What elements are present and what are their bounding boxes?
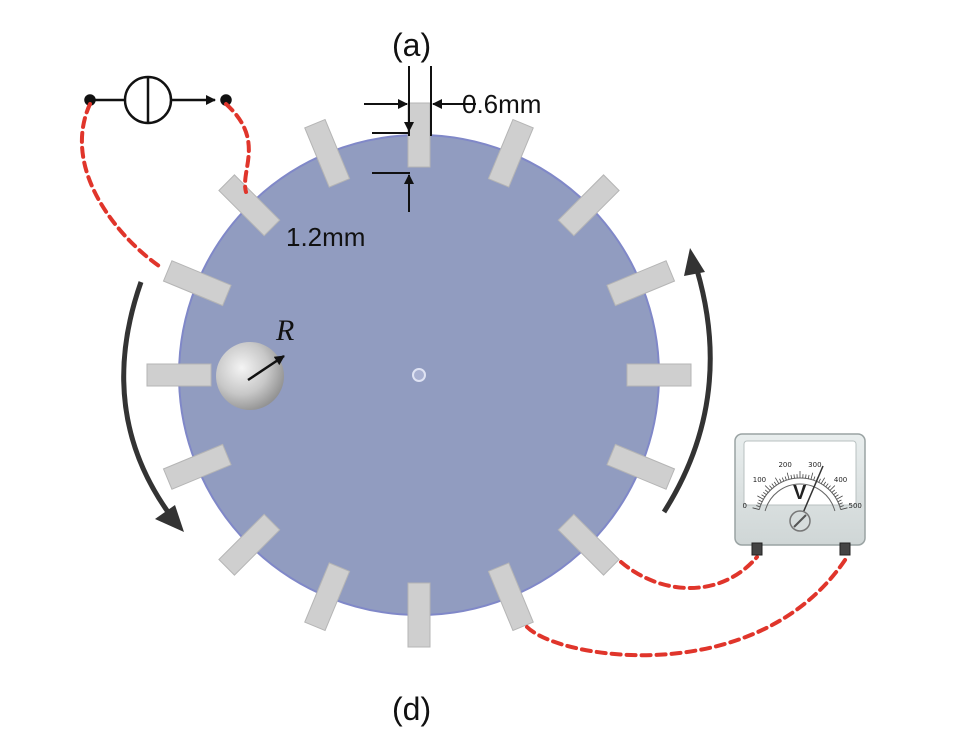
scale-tick xyxy=(825,483,829,488)
scale-tick xyxy=(758,499,763,503)
scale-label: 300 xyxy=(808,461,821,469)
scale-tick xyxy=(764,489,769,493)
scale-tick xyxy=(784,476,787,481)
wire-meter-upper xyxy=(619,555,759,590)
scale-arc xyxy=(764,483,836,512)
length-dimension xyxy=(372,92,414,212)
voltmeter-icon: 0 100 200 300 400 500 V xyxy=(734,433,866,556)
scale-tick xyxy=(813,476,816,481)
electrode-group xyxy=(146,102,692,648)
scale-tick xyxy=(823,481,827,486)
electrode xyxy=(218,513,281,576)
scale-tick xyxy=(786,472,790,480)
wire-meter-lower xyxy=(525,555,849,658)
terminal-left xyxy=(751,542,763,556)
scale-tick xyxy=(763,491,767,495)
wire-source-right xyxy=(224,102,251,194)
electrode xyxy=(487,562,534,632)
scale-tick xyxy=(771,483,775,488)
scale-tick xyxy=(827,485,831,489)
scale-tick xyxy=(840,507,848,510)
scale-tick xyxy=(836,495,843,500)
current-source-icon xyxy=(84,75,232,125)
radius-arrow xyxy=(247,354,285,382)
scale-tick xyxy=(790,474,793,479)
scale-label: 200 xyxy=(778,461,791,469)
length-label: 1.2mm xyxy=(286,222,365,252)
scale-tick xyxy=(831,489,836,493)
scale-label: 500 xyxy=(849,502,862,510)
electrode xyxy=(626,363,692,387)
electrode xyxy=(407,582,431,648)
scale-tick xyxy=(834,494,839,498)
radius-label: R xyxy=(275,314,294,347)
center-hole xyxy=(412,368,426,382)
scale-tick xyxy=(820,477,826,484)
voltmeter-letter: V xyxy=(793,482,807,504)
scale-tick xyxy=(818,478,821,483)
scale-tick xyxy=(756,505,761,508)
electrode xyxy=(304,562,351,632)
electrode xyxy=(606,260,676,307)
scale-tick xyxy=(837,499,842,503)
scale-tick xyxy=(752,507,760,510)
scale-tick xyxy=(773,481,777,486)
scale-label: 400 xyxy=(834,476,847,484)
wires xyxy=(79,102,849,658)
wire-source-left xyxy=(79,102,164,270)
terminal-right xyxy=(839,542,851,556)
scale-tick xyxy=(805,474,807,479)
voltmeter-scale: 0 100 200 300 400 500 xyxy=(743,461,862,512)
electrode xyxy=(162,443,232,490)
electrode xyxy=(146,363,212,387)
scale-tick xyxy=(807,474,810,479)
panel-label-bottom: (d) xyxy=(392,691,431,727)
scale-label: 0 xyxy=(743,502,747,510)
electrode xyxy=(487,118,534,188)
electrode xyxy=(162,260,232,307)
scale-tick xyxy=(774,477,780,484)
electrode xyxy=(218,174,281,237)
width-label: 0.6mm xyxy=(462,89,541,119)
scale-tick xyxy=(779,478,782,483)
scale-tick xyxy=(781,477,785,482)
electrode xyxy=(606,443,676,490)
scale-tick xyxy=(838,502,843,505)
electrode xyxy=(407,102,431,168)
scale-tick xyxy=(833,491,837,495)
scale-tick xyxy=(769,485,773,489)
scale-tick xyxy=(839,505,844,508)
electrode xyxy=(557,513,620,576)
scale-tick xyxy=(761,494,766,498)
scale-arc xyxy=(758,477,842,510)
rotation-arrow-left xyxy=(121,281,184,532)
rotation-arrow-right xyxy=(661,248,713,514)
scale-tick xyxy=(793,474,795,479)
probe-sphere xyxy=(216,342,284,410)
scale-label: 100 xyxy=(753,476,766,484)
scale-tick xyxy=(757,495,764,500)
scale-tick xyxy=(757,502,762,505)
scale-tick xyxy=(810,472,814,480)
panel-label-top: (a) xyxy=(392,27,431,63)
scale-tick xyxy=(764,485,771,491)
scale-tick xyxy=(829,485,836,491)
electrode xyxy=(557,174,620,237)
electrode xyxy=(304,118,351,188)
